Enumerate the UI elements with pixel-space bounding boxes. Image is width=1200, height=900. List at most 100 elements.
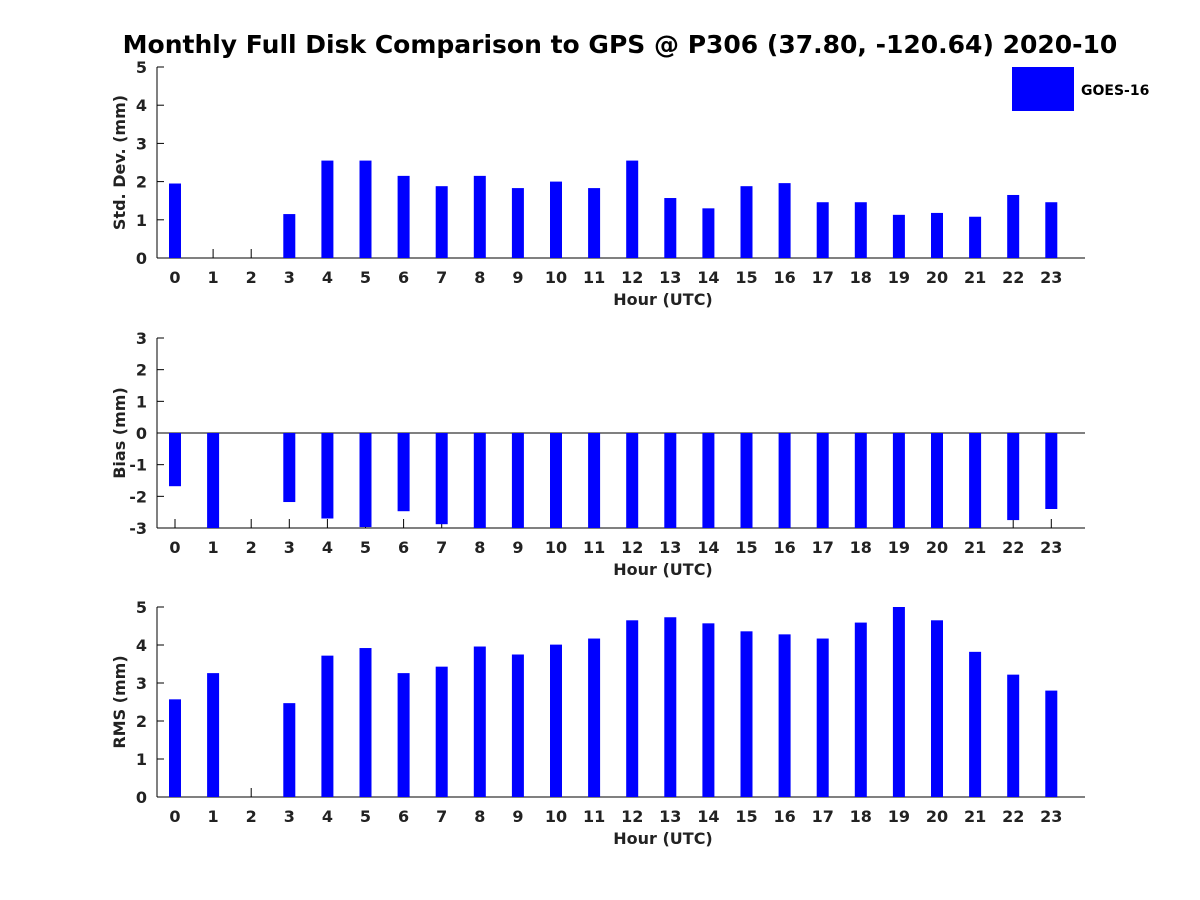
x-tick-label: 17 [812, 538, 834, 557]
bar-hour-0 [169, 183, 181, 258]
y-tick-label: 0 [136, 788, 147, 807]
y-tick-label: -1 [129, 456, 147, 475]
bar-hour-8 [473, 433, 486, 528]
x-tick-label: 15 [735, 807, 757, 826]
x-tick-label: 14 [697, 538, 719, 557]
y-tick-label: 2 [136, 173, 147, 192]
bar-hour-5 [359, 648, 372, 797]
x-tick-label: 1 [208, 807, 219, 826]
y-tick-label: 1 [136, 211, 147, 230]
x-tick-label: 4 [322, 807, 333, 826]
x-tick-label: 20 [926, 807, 948, 826]
x-tick-label: 23 [1040, 268, 1062, 287]
x-tick-label: 5 [360, 807, 371, 826]
x-tick-label: 23 [1040, 807, 1062, 826]
y-tick-label: 0 [136, 424, 147, 443]
y-tick-label: 4 [136, 96, 147, 115]
bar-hour-3 [283, 214, 296, 258]
y-axis-label: Std. Dev. (mm) [110, 95, 129, 230]
x-tick-label: 8 [474, 807, 485, 826]
x-tick-label: 13 [659, 268, 681, 287]
x-tick-label: 15 [735, 268, 757, 287]
bar-hour-4 [321, 433, 334, 519]
bar-hour-19 [892, 607, 905, 797]
x-tick-label: 0 [169, 538, 180, 557]
x-tick-label: 3 [284, 268, 295, 287]
x-tick-label: 11 [583, 807, 605, 826]
x-tick-label: 22 [1002, 538, 1024, 557]
bar-hour-4 [321, 655, 334, 797]
x-tick-label: 8 [474, 268, 485, 287]
bar-hour-11 [588, 188, 601, 258]
x-tick-label: 5 [360, 538, 371, 557]
bar-hour-20 [931, 212, 943, 258]
x-tick-label: 19 [888, 807, 910, 826]
x-tick-label: 21 [964, 538, 986, 557]
y-tick-label: 3 [136, 674, 147, 693]
y-tick-label: 2 [136, 712, 147, 731]
x-tick-label: 12 [621, 268, 643, 287]
bar-hour-13 [664, 198, 677, 258]
bar-hour-6 [397, 433, 410, 512]
x-tick-label: 18 [850, 268, 872, 287]
x-tick-label: 2 [246, 268, 257, 287]
y-tick-label: 1 [136, 750, 147, 769]
bar-hour-1 [207, 433, 220, 528]
y-axis-label: RMS (mm) [110, 655, 129, 748]
x-tick-label: 23 [1040, 538, 1062, 557]
x-tick-label: 1 [208, 268, 219, 287]
bar-hour-16 [778, 634, 791, 797]
x-tick-label: 8 [474, 538, 485, 557]
x-tick-label: 11 [583, 268, 605, 287]
x-tick-label: 21 [964, 807, 986, 826]
bar-hour-4 [321, 160, 334, 258]
x-tick-label: 18 [850, 807, 872, 826]
y-tick-label: -2 [129, 487, 147, 506]
x-tick-label: 19 [888, 538, 910, 557]
bar-hour-19 [892, 214, 905, 258]
y-tick-label: 1 [136, 392, 147, 411]
x-tick-label: 17 [812, 807, 834, 826]
bar-hour-15 [740, 433, 753, 528]
x-tick-label: 17 [812, 268, 834, 287]
legend-swatch-goes-16 [1012, 67, 1074, 111]
y-tick-label: 3 [136, 329, 147, 348]
bar-hour-15 [740, 631, 753, 797]
bar-hour-9 [511, 654, 524, 797]
x-tick-label: 7 [436, 807, 447, 826]
x-tick-label: 22 [1002, 807, 1024, 826]
bar-hour-23 [1045, 433, 1058, 509]
x-axis-label: Hour (UTC) [613, 829, 713, 848]
bar-hour-8 [473, 175, 486, 258]
bar-hour-13 [664, 617, 677, 797]
bar-hour-17 [816, 202, 829, 258]
bar-hour-3 [283, 703, 296, 797]
bar-hour-9 [511, 188, 524, 258]
bar-hour-7 [435, 186, 448, 258]
x-tick-label: 6 [398, 268, 409, 287]
bar-hour-15 [740, 186, 753, 258]
x-tick-label: 13 [659, 807, 681, 826]
bar-hour-10 [550, 181, 562, 258]
bar-hour-14 [702, 623, 715, 797]
bar-hour-5 [359, 160, 372, 258]
bar-hour-14 [702, 433, 715, 528]
x-tick-label: 19 [888, 268, 910, 287]
x-tick-label: 3 [284, 538, 295, 557]
bar-hour-17 [816, 638, 829, 797]
x-tick-label: 9 [512, 538, 523, 557]
bar-hour-13 [664, 433, 677, 528]
bar-hour-21 [969, 433, 982, 528]
bar-hour-7 [435, 666, 448, 797]
x-tick-label: 12 [621, 538, 643, 557]
bar-hour-0 [169, 699, 181, 797]
bar-hour-1 [207, 673, 220, 797]
bar-hour-19 [892, 433, 905, 528]
x-tick-label: 4 [322, 538, 333, 557]
x-tick-label: 16 [773, 538, 795, 557]
